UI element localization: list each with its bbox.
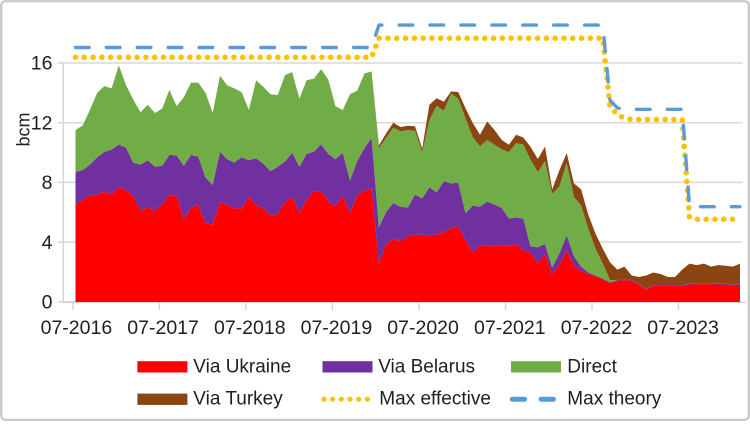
svg-text:07-2018: 07-2018 — [214, 317, 286, 339]
svg-text:07-2020: 07-2020 — [387, 317, 459, 339]
svg-text:0: 0 — [42, 292, 53, 314]
svg-text:Via Turkey: Via Turkey — [193, 389, 283, 410]
svg-text:Max theory: Max theory — [567, 389, 661, 410]
svg-text:16: 16 — [31, 53, 53, 75]
svg-text:Via Ukraine: Via Ukraine — [193, 356, 291, 377]
svg-text:4: 4 — [42, 232, 53, 254]
svg-text:Via Belarus: Via Belarus — [378, 356, 475, 377]
svg-text:bcm: bcm — [14, 112, 34, 146]
svg-text:12: 12 — [31, 112, 53, 134]
svg-text:07-2023: 07-2023 — [647, 317, 719, 339]
svg-text:07-2019: 07-2019 — [301, 317, 373, 339]
svg-text:8: 8 — [42, 172, 53, 194]
svg-text:Max effective: Max effective — [379, 389, 491, 410]
svg-text:07-2016: 07-2016 — [41, 317, 113, 339]
svg-text:07-2017: 07-2017 — [127, 317, 199, 339]
svg-text:07-2021: 07-2021 — [474, 317, 546, 339]
svg-text:Direct: Direct — [567, 356, 617, 377]
svg-text:07-2022: 07-2022 — [561, 317, 633, 339]
